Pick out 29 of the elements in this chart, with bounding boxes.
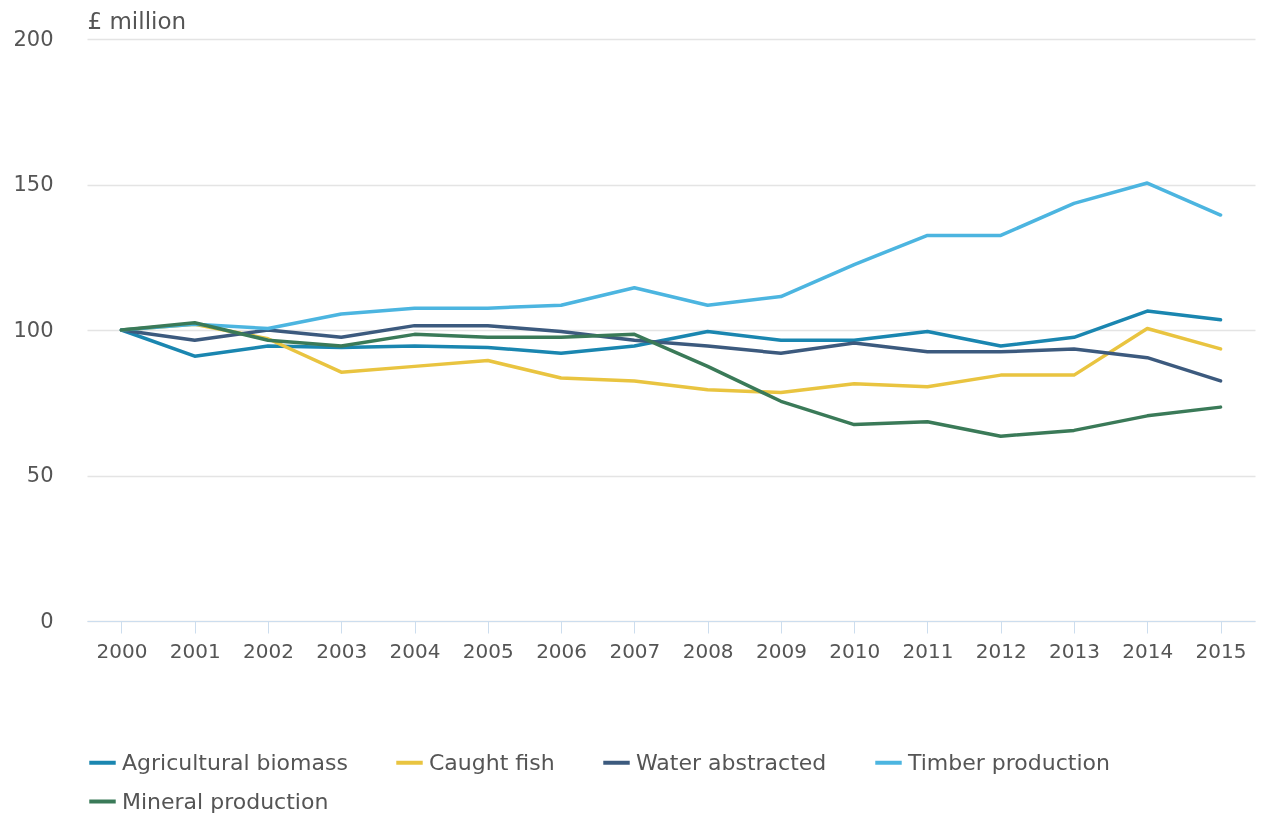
x-tick-label: 2013 (1049, 638, 1100, 663)
x-tick-label: 2005 (462, 638, 514, 663)
x-tick-label: 2010 (829, 638, 881, 663)
x-tick-label: 2011 (902, 638, 954, 663)
y-axis-title: £ million (87, 7, 187, 34)
x-tick-label: 2003 (316, 638, 368, 663)
y-tick-label: 100 (13, 317, 54, 342)
x-tick-label: 2001 (169, 638, 221, 663)
legend-label: Agricultural biomass (122, 749, 348, 775)
y-tick-label: 200 (13, 26, 54, 51)
x-tick-label: 2009 (755, 638, 807, 663)
x-tick-label: 2006 (536, 638, 588, 663)
legend-label: Timber production (907, 749, 1110, 775)
y-tick-label: 50 (26, 463, 54, 487)
y-tick-label: 150 (13, 172, 54, 196)
x-tick-label: 2012 (975, 638, 1027, 663)
x-tick-label: 2014 (1122, 638, 1174, 663)
x-tick-label: 2015 (1195, 638, 1247, 663)
x-tick-label: 2004 (389, 638, 441, 663)
legend-label: Mineral production (122, 788, 329, 814)
line-series (119, 320, 1223, 438)
x-tick-label: 2008 (682, 638, 734, 663)
x-tick-label: 2002 (243, 638, 294, 663)
x-tick-label: 2000 (96, 638, 148, 663)
line-series (119, 309, 1223, 358)
legend-label: Caught fish (429, 749, 555, 775)
x-tick-label: 2007 (609, 638, 661, 663)
y-tick-label: 0 (40, 608, 54, 633)
legend-label: Water abstracted (636, 749, 827, 775)
